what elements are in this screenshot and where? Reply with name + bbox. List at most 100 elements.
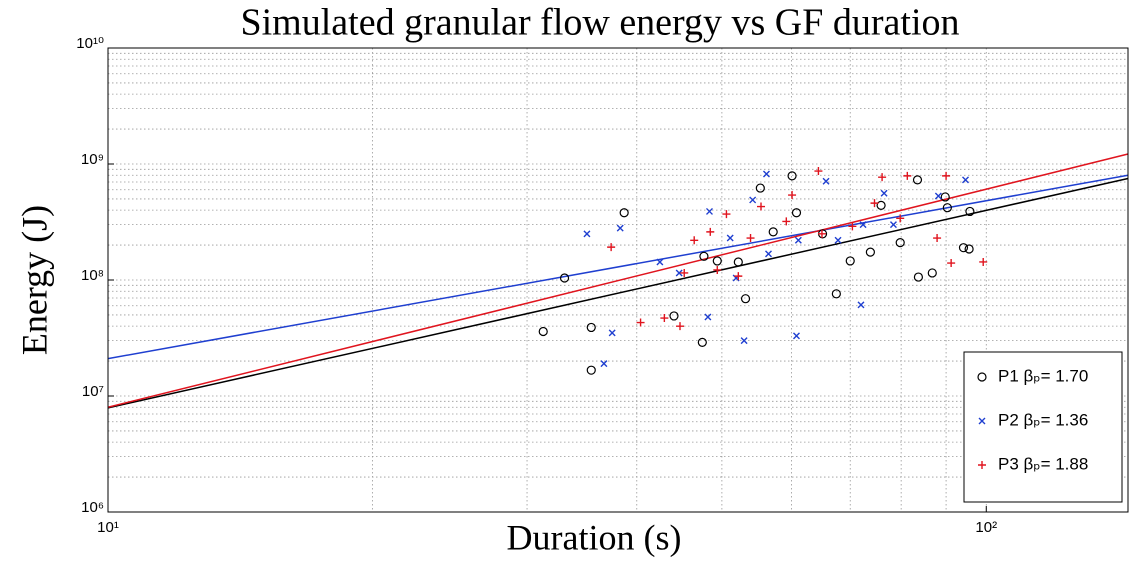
plot-marks (107, 153, 1129, 409)
point (740, 294, 751, 304)
point (690, 236, 699, 245)
point (726, 234, 734, 242)
point (889, 221, 897, 229)
point (755, 183, 765, 193)
point (791, 208, 802, 218)
point (814, 167, 823, 176)
point (942, 203, 952, 213)
point (878, 173, 887, 182)
point (749, 196, 757, 204)
legend-marker (977, 372, 987, 382)
point (912, 175, 923, 185)
y-tick-label: 10⁹ (81, 151, 104, 168)
point (859, 221, 867, 229)
y-axis-label: Energy (J) (14, 205, 54, 355)
point (792, 332, 800, 340)
point (699, 251, 709, 261)
point (740, 337, 748, 345)
point (762, 170, 770, 178)
point (607, 243, 616, 252)
point (788, 191, 797, 200)
point (927, 268, 937, 278)
point (794, 236, 802, 244)
point (705, 207, 713, 215)
point (746, 234, 755, 243)
point (831, 289, 841, 299)
x-tick-label: 10¹ (97, 519, 119, 536)
fit-line (107, 174, 1129, 360)
point (583, 230, 591, 238)
point (600, 360, 608, 368)
point (817, 229, 826, 238)
point (940, 192, 950, 202)
point (712, 256, 722, 266)
point (697, 337, 707, 347)
x-axis-label: Duration (s) (507, 517, 682, 557)
point (669, 311, 679, 321)
point (903, 171, 912, 180)
point (538, 326, 548, 337)
point (834, 236, 842, 244)
legend-label: P2 βₚ= 1.36 (998, 410, 1088, 429)
legend: P1 βₚ= 1.70 P2 βₚ= 1.36 P3 βₚ= 1.88 (963, 351, 1123, 503)
chart-title: Simulated granular flow energy vs GF dur… (240, 2, 959, 44)
point (880, 189, 888, 197)
point (965, 206, 975, 217)
point (876, 200, 886, 210)
point (675, 269, 683, 277)
point (865, 247, 875, 257)
y-tick-label: 10⁶ (81, 499, 104, 516)
point (895, 238, 905, 248)
legend-marker (978, 461, 986, 469)
point (680, 268, 689, 277)
point (713, 265, 722, 274)
point (722, 210, 731, 219)
point (942, 171, 951, 180)
point (559, 273, 570, 283)
fit-line (107, 177, 1129, 409)
point (896, 214, 905, 223)
point (586, 365, 596, 375)
point (656, 258, 664, 266)
point (913, 272, 924, 282)
point (933, 234, 942, 243)
point (934, 192, 942, 200)
point (787, 171, 797, 181)
point (845, 256, 855, 266)
point (619, 208, 629, 218)
point (757, 202, 766, 211)
x-tick-label: 10² (975, 519, 997, 536)
point (586, 322, 596, 333)
point (782, 217, 791, 226)
point (979, 257, 988, 266)
legend-box (963, 351, 1123, 503)
y-tick-label: 10⁷ (82, 383, 104, 400)
point (958, 243, 969, 253)
point (616, 224, 624, 232)
point (733, 257, 743, 267)
point (636, 318, 645, 327)
point (608, 329, 616, 337)
point (660, 314, 669, 323)
fit-line (107, 153, 1129, 408)
legend-marker (978, 417, 986, 425)
point (822, 177, 830, 185)
point (947, 259, 956, 268)
point (962, 176, 969, 184)
legend-label: P1 βₚ= 1.70 (998, 366, 1088, 385)
point (857, 301, 865, 309)
point (734, 272, 743, 281)
point (870, 199, 879, 208)
legend-label: P3 βₚ= 1.88 (998, 454, 1088, 473)
point (704, 313, 712, 321)
plot-frame (107, 47, 1129, 513)
y-tick-label: 10¹⁰ (76, 35, 104, 52)
point (706, 227, 715, 236)
point (765, 250, 772, 258)
point (848, 222, 857, 231)
point (676, 322, 685, 331)
point (964, 244, 974, 254)
y-tick-label: 10⁸ (81, 267, 104, 284)
